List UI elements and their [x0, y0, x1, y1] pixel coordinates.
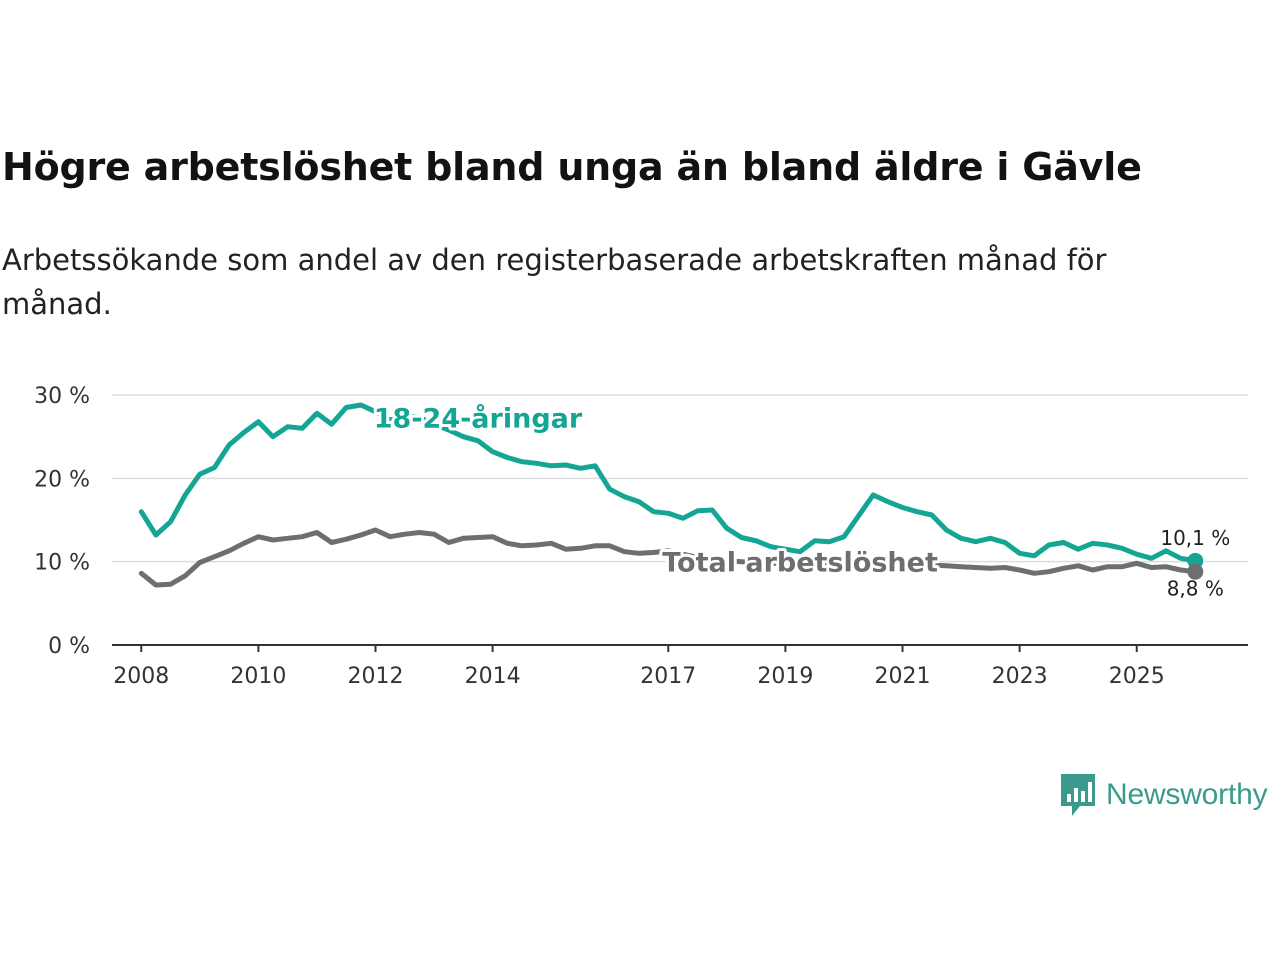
newsworthy-logo-icon: [1061, 774, 1095, 816]
x-tick-label: 2012: [348, 664, 404, 689]
series-end-point: [1187, 563, 1204, 580]
y-tick-label: 20 %: [34, 467, 90, 492]
series-line-total: [138, 527, 1198, 588]
brand-name: Newsworthy: [1106, 778, 1268, 811]
line-chart: 0 % 10 % 20 % 30 % 2008 2010 2012 2014 2017 2019 2…: [34, 384, 1248, 689]
x-tick-label: 2014: [465, 664, 521, 689]
y-tick-label: 10 %: [34, 551, 90, 576]
chart-subtitle: Arbetssökande som andel av den registerb…: [2, 243, 1107, 321]
series-line-youth: [138, 402, 1198, 564]
end-value-label: 10,1 %: [1160, 526, 1230, 550]
series-label: Total arbetslöshet: [662, 548, 938, 579]
series-label: 18-24-åringar: [374, 403, 583, 435]
y-tick-label: 0 %: [48, 634, 90, 659]
x-tick-label: 2010: [230, 664, 286, 689]
x-tick-label: 2021: [875, 664, 931, 689]
y-tick-label: 30 %: [34, 384, 90, 409]
x-tick-label: 2008: [113, 664, 169, 689]
x-tick-label: 2019: [757, 664, 813, 689]
chart-title: Högre arbetslöshet bland unga än bland ä…: [2, 145, 1142, 189]
x-tick-label: 2023: [992, 664, 1048, 689]
newsworthy-logo: Newsworthy: [1058, 772, 1268, 818]
x-tick-label: 2025: [1109, 664, 1165, 689]
x-tick-label: 2017: [640, 664, 696, 689]
end-value-label: 8,8 %: [1167, 577, 1224, 601]
